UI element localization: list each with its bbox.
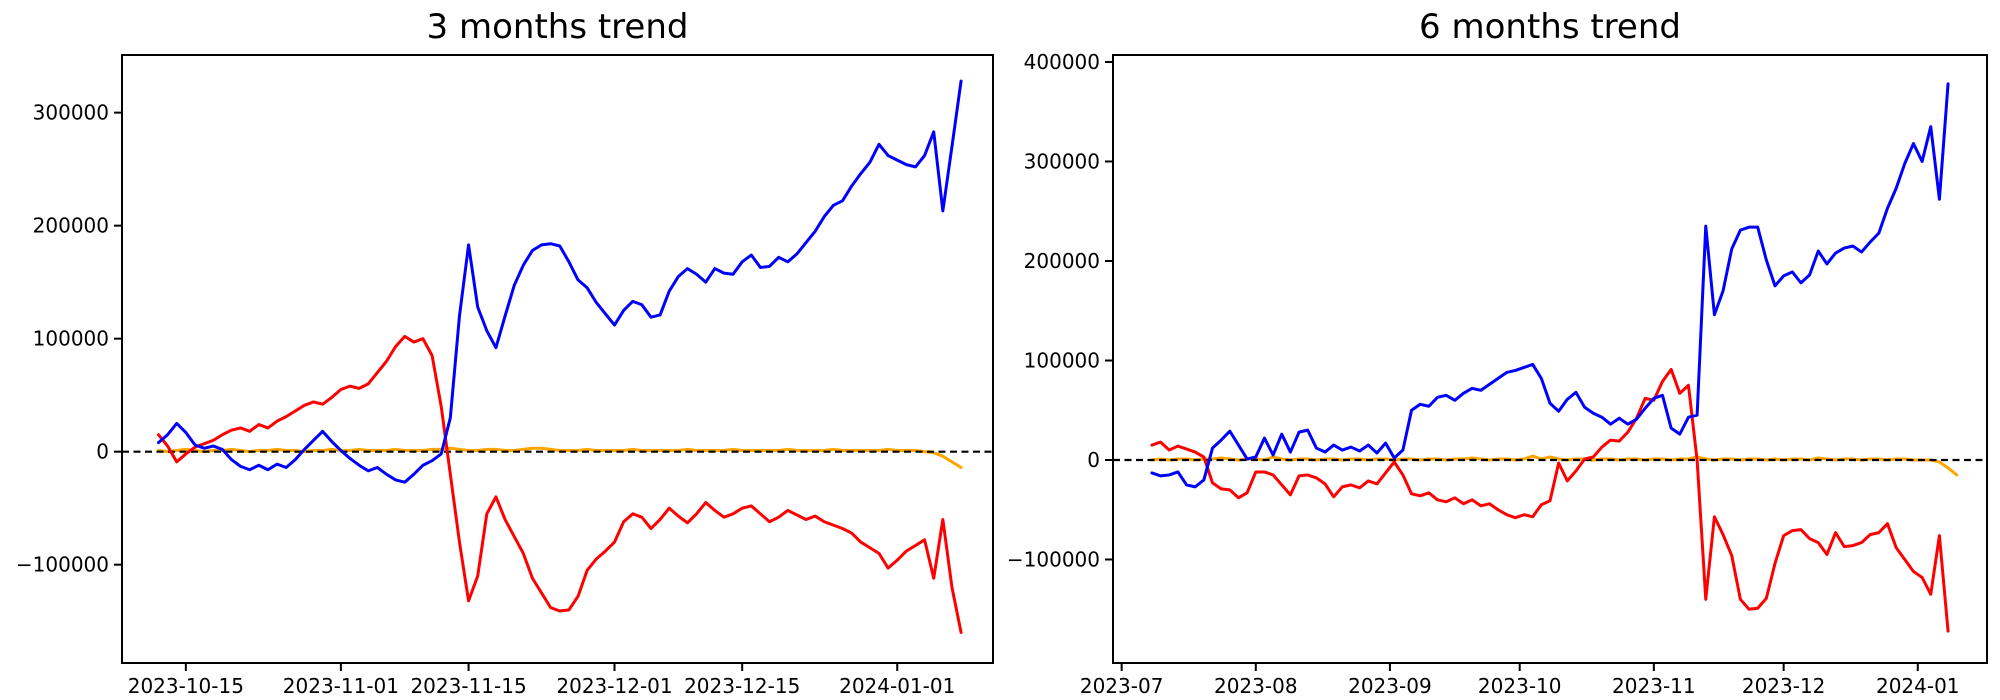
x-tick-label: 2023-07 — [1080, 674, 1164, 698]
y-tick-label: 100000 — [1024, 348, 1100, 372]
y-tick-label: 0 — [1087, 448, 1100, 472]
x-tick-label: 2023-11 — [1612, 674, 1696, 698]
chart-title-3-months: 3 months trend — [426, 7, 689, 47]
chart-title-6-months: 6 months trend — [1419, 7, 1681, 47]
x-tick-label: 2023-10 — [1478, 674, 1562, 698]
x-tick-label: 2023-12-01 — [556, 674, 672, 698]
y-tick-label: 200000 — [1024, 249, 1100, 273]
x-tick-label: 2023-11-15 — [410, 674, 526, 698]
y-tick-label: 400000 — [1024, 50, 1100, 74]
series-red-line — [156, 334, 963, 634]
x-tick-label: 2023-08 — [1214, 674, 1298, 698]
y-tick-label: 300000 — [1024, 149, 1100, 173]
y-tick-label: 0 — [96, 440, 109, 464]
x-tick-label: 2024-01 — [1876, 674, 1960, 698]
x-tick-label: 2023-11-01 — [283, 674, 399, 698]
x-tick-label: 2024-01-01 — [839, 674, 955, 698]
series-red-line — [1150, 367, 1950, 633]
x-tick-label: 2023-09 — [1348, 674, 1432, 698]
y-tick-label: −100000 — [16, 553, 109, 577]
axes-box — [1112, 54, 1988, 664]
y-tick-label: −100000 — [1007, 548, 1100, 572]
series-blue-line — [156, 79, 963, 484]
series-blue-line — [1150, 82, 1950, 489]
x-tick-label: 2023-12 — [1742, 674, 1826, 698]
y-tick-label: 300000 — [33, 101, 109, 125]
series-orange-line — [156, 446, 963, 469]
series-orange-line — [1150, 454, 1959, 477]
x-tick-label: 2023-12-15 — [684, 674, 800, 698]
axes-box — [121, 54, 994, 664]
y-tick-label: 100000 — [33, 327, 109, 351]
y-tick-label: 200000 — [33, 214, 109, 238]
x-tick-label: 2023-10-15 — [128, 674, 244, 698]
